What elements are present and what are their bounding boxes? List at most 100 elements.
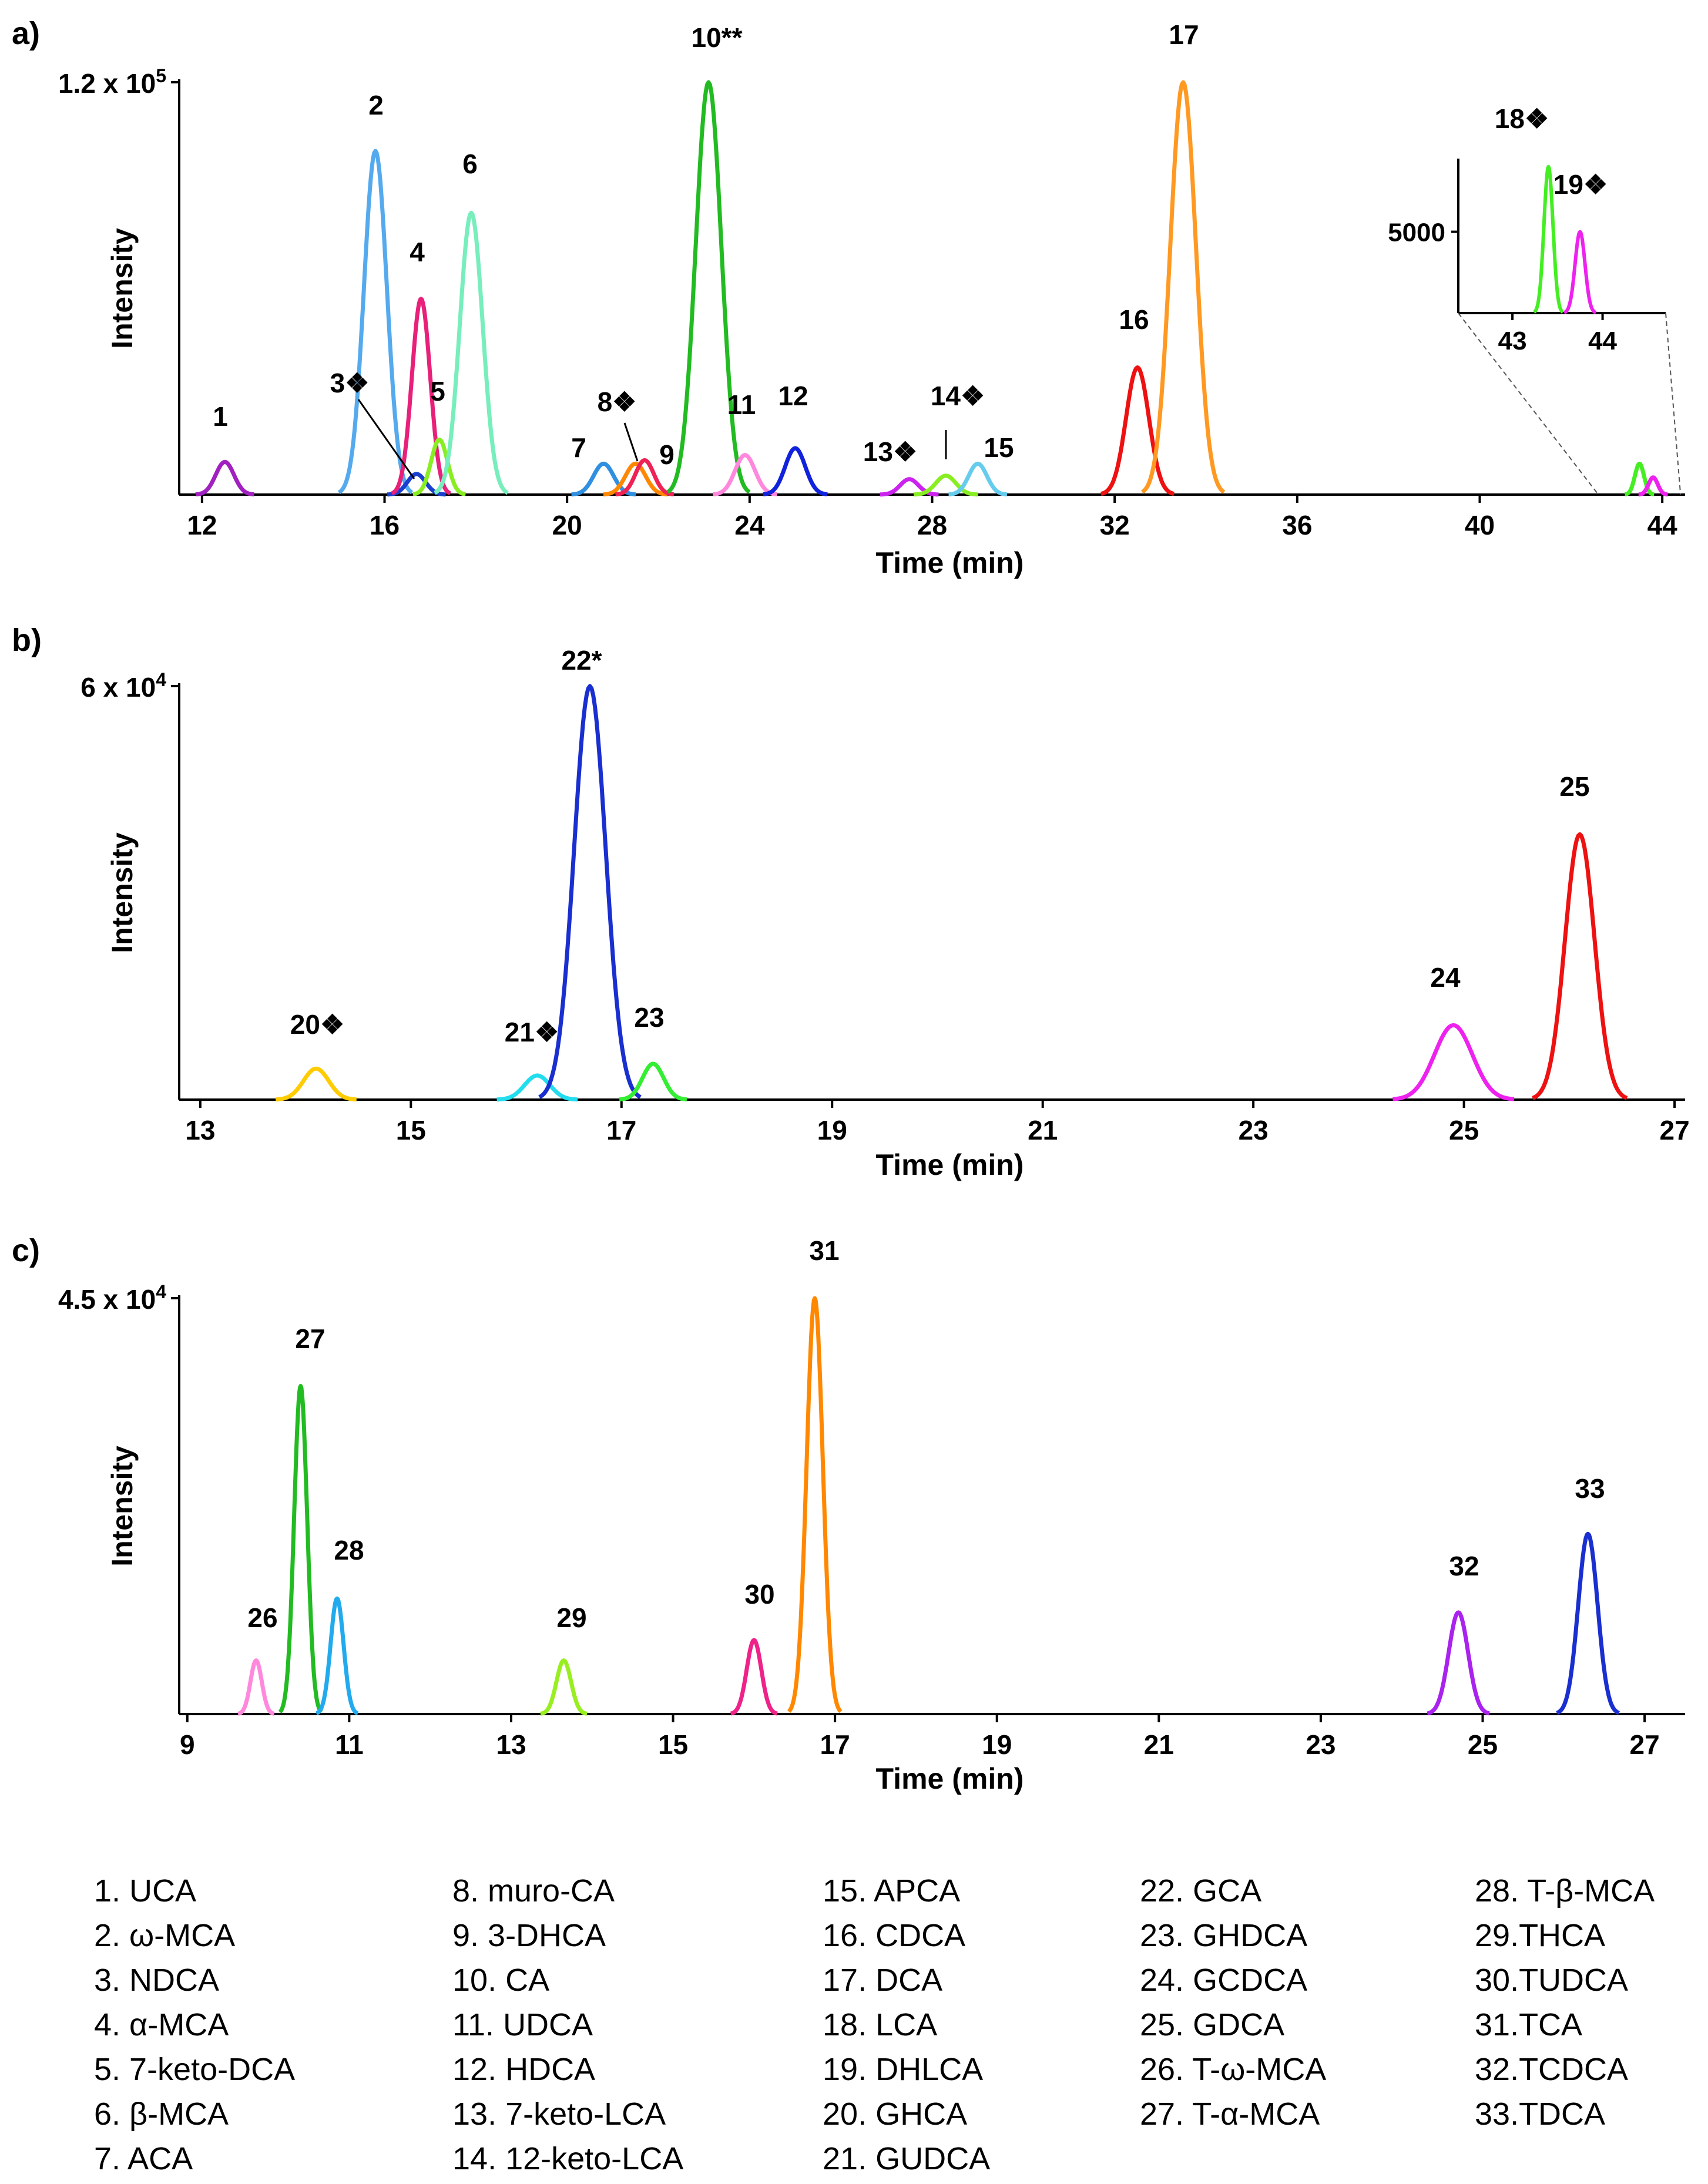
peak-label-27: 27: [295, 1323, 325, 1354]
legend-item: 20. GHCA: [823, 2096, 968, 2132]
legend-item: 27. T-α-MCA: [1140, 2096, 1320, 2132]
peak-label-10: 10**: [692, 22, 743, 53]
peak-label-2: 2: [368, 90, 384, 120]
peak-19: [1637, 475, 1670, 497]
legend-item: 3. NDCA: [94, 1963, 220, 1998]
peak-28: [315, 1596, 360, 1716]
peak-label-26: 26: [247, 1602, 277, 1633]
peak-label-5: 5: [430, 376, 445, 406]
peak-21: [496, 1073, 579, 1102]
peak-13: [879, 477, 940, 497]
peak-17: [1141, 80, 1226, 494]
x-tick-label: 20: [552, 510, 582, 540]
panel-label: c): [12, 1233, 40, 1268]
legend-item: 6. β-MCA: [94, 2096, 229, 2132]
x-tick-label: 19: [982, 1729, 1012, 1760]
peak-1: [194, 459, 256, 497]
x-tick-label: 25: [1468, 1729, 1498, 1760]
zoom-connector-left: [1458, 313, 1599, 495]
x-tick-label: 17: [606, 1115, 636, 1145]
peak-label-12: 12: [778, 381, 808, 411]
legend-item: 2. ω-MCA: [94, 1918, 236, 1953]
legend-item: 24. GCDCA: [1140, 1963, 1308, 1998]
peak-5: [412, 437, 467, 496]
peak-31: [787, 1296, 843, 1713]
peak-label-3: 3❖: [330, 368, 370, 398]
peak-label-29: 29: [556, 1602, 586, 1633]
panel-label: a): [12, 16, 40, 51]
peak-label-13: 13❖: [863, 436, 917, 467]
peak-29: [539, 1658, 589, 1716]
peak-25: [1532, 832, 1628, 1100]
x-tick-label: 15: [396, 1115, 426, 1145]
peak-label-20: 20❖: [290, 1009, 344, 1040]
x-tick-label: 36: [1282, 510, 1312, 540]
peak-label-6: 6: [462, 149, 478, 179]
peak-11: [712, 453, 779, 497]
peak-label-9: 9: [659, 439, 675, 470]
peak-label-16: 16: [1119, 304, 1149, 335]
legend-item: 33.TDCA: [1475, 2096, 1606, 2132]
legend-item: 17. DCA: [823, 1963, 943, 1998]
x-tick-label: 28: [917, 510, 947, 540]
inset-y-tick-label: 5000: [1388, 219, 1445, 247]
peak-label-24: 24: [1430, 962, 1461, 993]
peak-label-23: 23: [634, 1002, 664, 1033]
peak-label-11: 11: [727, 389, 756, 420]
x-tick-label: 32: [1100, 510, 1130, 540]
peak-label-21: 21❖: [505, 1017, 559, 1047]
leader-8: [623, 422, 639, 462]
peak-26: [236, 1658, 276, 1716]
x-tick-label: 9: [180, 1729, 195, 1760]
y-max-label: 1.2 x 105: [58, 65, 166, 99]
legend-item: 8. muro-CA: [452, 1873, 615, 1909]
peak-16: [1100, 365, 1175, 496]
zoom-connector-right: [1665, 313, 1682, 495]
legend-item: 28. T-β-MCA: [1475, 1873, 1655, 1909]
x-tick-label: 23: [1306, 1729, 1335, 1760]
x-tick-label: 12: [187, 510, 217, 540]
inset-x-tick-label: 44: [1588, 327, 1617, 355]
leader-3: [357, 399, 415, 479]
x-tick-label: 27: [1630, 1729, 1660, 1760]
y-axis-title: Intensity: [106, 832, 139, 953]
panel-b: b) 6 x 104 Intensity 13 15 17 19 21 23 25 27 Time (…: [12, 623, 1690, 1181]
legend-item: 13. 7-keto-LCA: [452, 2096, 666, 2132]
y-max-label: 6 x 104: [80, 669, 166, 703]
peak-label-15: 15: [984, 432, 1014, 463]
peak-label-22: 22*: [561, 645, 602, 676]
legend-item: 31.TCA: [1475, 2007, 1583, 2042]
legend-item: 14. 12-keto-LCA: [452, 2141, 684, 2176]
inset-peak-19: [1563, 230, 1598, 314]
legend-item: 16. CDCA: [823, 1918, 966, 1953]
peak-label-25: 25: [1559, 771, 1589, 802]
x-tick-label: 13: [185, 1115, 215, 1145]
panel-c: c) 4.5 x 104 Intensity 9 11 13 15 17 19 21 23 25 27 T…: [12, 1233, 1685, 1795]
peak-label-4: 4: [410, 237, 425, 267]
peak-10: [666, 80, 751, 494]
inset-x-tick-label: 43: [1498, 327, 1527, 355]
legend-item: 22. GCA: [1140, 1873, 1262, 1909]
y-axis-title: Intensity: [106, 1446, 139, 1567]
peak-24: [1392, 1023, 1515, 1101]
x-axis-title: Time (min): [876, 1762, 1024, 1795]
x-tick-label: 23: [1239, 1115, 1269, 1145]
legend-item: 11. UDCA: [452, 2007, 593, 2042]
peak-32: [1426, 1610, 1491, 1716]
peak-4: [391, 297, 452, 496]
peak-14: [912, 473, 979, 497]
peak-15: [947, 461, 1008, 497]
peak-label-7: 7: [571, 432, 586, 463]
peak-23: [618, 1061, 688, 1102]
legend-item: 29.THCA: [1475, 1918, 1606, 1953]
x-tick-label: 11: [335, 1729, 364, 1760]
inset-peak-label-19: 19❖: [1553, 169, 1608, 200]
inset-peak-label-18: 18❖: [1495, 103, 1549, 134]
peak-8: [602, 461, 669, 497]
legend-item: 19. DHLCA: [823, 2052, 984, 2087]
x-tick-label: 44: [1647, 510, 1678, 540]
inset-peak-18: [1532, 164, 1565, 314]
legend-item: 26. T-ω-MCA: [1140, 2052, 1327, 2087]
